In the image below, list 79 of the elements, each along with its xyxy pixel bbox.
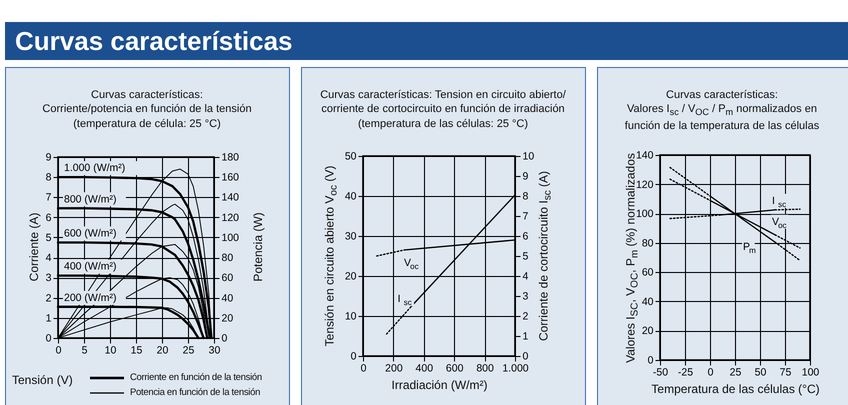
- y2-tick-label: 100: [222, 232, 240, 244]
- x-tick-label: 100: [802, 366, 820, 378]
- x-axis-title: Tensión (V): [12, 373, 73, 387]
- x-axis-title: Temperatura de las células (°C): [651, 382, 820, 396]
- y2-tick-label: 140: [222, 192, 240, 204]
- y-tick-label: 20: [642, 325, 654, 338]
- y2-tick-label: 1: [522, 330, 528, 342]
- y-tick-label: 0: [46, 332, 52, 344]
- y2-tick-label: 80: [222, 252, 234, 264]
- x-tick-label: 15: [130, 344, 142, 356]
- y2-tick-label: 10: [522, 150, 534, 162]
- y-tick-label: 50: [344, 150, 357, 162]
- x-tick-label: 10: [104, 344, 116, 356]
- x-tick-label: 50: [754, 366, 766, 378]
- y2-tick-label: 2: [522, 310, 528, 322]
- y-tick-label: 8: [46, 172, 52, 184]
- y2-tick-label: 8: [522, 190, 528, 202]
- y-tick-label: 100: [636, 208, 654, 220]
- chart-title: Curvas características: Valores I$_{sc}$ / V$_{OC}$ / P$_{m}$ normalizados en función de la temperatura de las células: [624, 89, 820, 132]
- y-tick-label: 60: [642, 266, 654, 279]
- y-tick-label: 2: [46, 292, 52, 304]
- y2-tick-label: 0: [222, 332, 228, 344]
- series-label: 600 (W/m²): [64, 227, 116, 240]
- chart-title: Curvas características: Corriente/potencia en función de la tensión (temperatura de célula: 25 °C): [42, 88, 252, 131]
- x-tick-label: -50: [652, 366, 668, 378]
- y2-tick-label: 7: [522, 210, 528, 222]
- y-tick-label: 6: [46, 212, 52, 224]
- y2-tick-label: 6: [522, 230, 528, 242]
- y2-tick-label: 60: [222, 272, 234, 284]
- x-tick-label: 75: [780, 366, 792, 378]
- text: Curvas características: [5, 22, 848, 60]
- y-tick-label: 9: [46, 152, 52, 164]
- y2-tick-label: 120: [222, 212, 240, 224]
- x-tick-label: 5: [82, 344, 88, 356]
- x-tick-label: 0: [708, 366, 714, 378]
- y-tick-label: 80: [642, 237, 654, 250]
- y2-tick-label: 4: [522, 270, 528, 282]
- text: Corriente en función de la tensión: [130, 372, 262, 383]
- y-tick-label: 1: [46, 312, 52, 324]
- y2-tick-label: 40: [222, 292, 234, 304]
- y-axis-title: Corriente (A): [27, 212, 41, 282]
- x-tick-label: 25: [182, 344, 194, 356]
- y-tick-label: 3: [46, 272, 52, 284]
- y2-axis-title: Potencia (W): [251, 212, 265, 282]
- y2-tick-label: 180: [222, 152, 240, 164]
- text: Potencia en función de la tensión: [130, 387, 260, 398]
- series-label: 800 (W/m²): [64, 193, 116, 206]
- y2-tick-label: 160: [222, 172, 240, 184]
- y2-tick-label: 9: [522, 170, 528, 182]
- x-tick-label: 800: [476, 362, 494, 374]
- x-tick-label: 25: [730, 366, 742, 378]
- chart-title: Curvas características: Tension en circuito abierto/ corriente de cortocircuito en función de irradiación (temperatura de las células: 25 °C): [320, 88, 566, 131]
- x-tick-label: 0: [360, 362, 367, 374]
- y-tick-label: 4: [46, 252, 52, 264]
- y-tick-label: 140: [636, 150, 654, 162]
- y-tick-label: 7: [46, 192, 52, 204]
- y-tick-label: 5: [46, 232, 52, 244]
- x-tick-label: 600: [446, 362, 464, 374]
- y2-tick-label: 5: [522, 250, 528, 262]
- y-tick-label: 20: [344, 270, 357, 282]
- y-tick-label: 40: [344, 190, 357, 202]
- x-tick-label: 400: [416, 362, 434, 374]
- y-tick-label: 120: [636, 178, 654, 191]
- x-axis-title: Irradiación (W/m²): [391, 378, 488, 392]
- y-tick-label: 0: [648, 354, 654, 366]
- x-tick-label: 200: [385, 362, 403, 374]
- series-label: 200 (W/m²): [64, 292, 116, 304]
- x-tick-label: 20: [156, 344, 168, 356]
- y-tick-label: 10: [344, 310, 357, 322]
- x-tick-label: 30: [208, 344, 220, 356]
- series-label: 400 (W/m²): [64, 260, 116, 273]
- x-tick-label: -25: [678, 366, 694, 378]
- x-tick-label: 0: [56, 344, 62, 356]
- series-label: 1.000 (W/m²): [64, 162, 126, 174]
- y2-tick-label: 3: [522, 290, 528, 302]
- x-tick-label: 1.000: [502, 362, 529, 374]
- y2-tick-label: 20: [222, 312, 234, 324]
- y-tick-label: 30: [344, 230, 357, 242]
- y-tick-label: 40: [642, 296, 654, 308]
